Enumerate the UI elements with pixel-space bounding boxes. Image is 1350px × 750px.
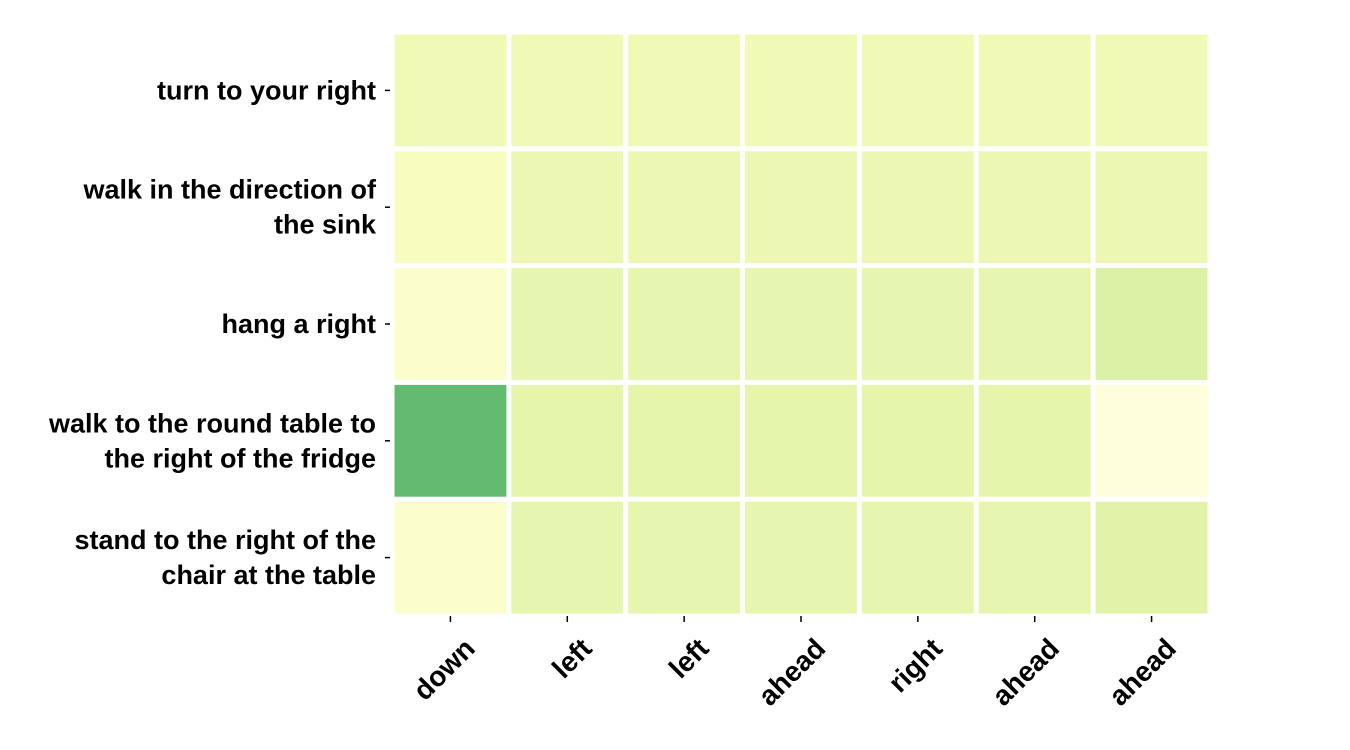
heatmap-cell (394, 151, 507, 264)
heatmap-cell (745, 268, 857, 380)
x-tick-label: right (882, 632, 948, 698)
heatmap-cell (978, 384, 1091, 497)
heatmap-cell (978, 34, 1091, 147)
y-tick-label: walk to the round table to (48, 408, 376, 438)
heatmap-cell (745, 151, 857, 264)
x-tick-label: ahead (1103, 632, 1182, 711)
y-tick-label: hang a right (222, 309, 377, 339)
y-tick-label: walk in the direction of (82, 175, 377, 205)
heatmap-cells (394, 34, 1208, 614)
x-tick-label: ahead (986, 632, 1065, 711)
heatmap-cell (861, 34, 974, 147)
y-tick-label: chair at the table (161, 560, 376, 590)
x-tick-label: ahead (752, 632, 831, 711)
heatmap-cell (861, 268, 974, 380)
heatmap-cell (511, 151, 624, 264)
x-tick-label: down (407, 632, 481, 706)
heatmap-cell (394, 384, 507, 497)
heatmap-cell (861, 151, 974, 264)
y-tick-label: the right of the fridge (105, 443, 376, 473)
heatmap-cell (861, 501, 974, 614)
heatmap-cell (745, 501, 857, 614)
heatmap-cell (628, 151, 741, 264)
row-labels: turn to your right walk in the direction … (48, 75, 390, 590)
y-tick-label: turn to your right (157, 75, 376, 105)
heatmap-cell (511, 34, 624, 147)
heatmap-cell (628, 268, 741, 380)
x-tick-label: left (546, 632, 598, 684)
heatmap-cell (394, 268, 507, 380)
heatmap-cell (1095, 384, 1208, 497)
heatmap-cell (628, 501, 741, 614)
heatmap-cell (978, 151, 1091, 264)
heatmap-cell (628, 384, 741, 497)
x-tick-label: left (663, 632, 715, 684)
heatmap-cell (745, 384, 857, 497)
heatmap-cell (1095, 501, 1208, 614)
heatmap-cell (1095, 151, 1208, 264)
heatmap-cell (511, 384, 624, 497)
column-labels: down left left ahead right ahead ahead (407, 616, 1182, 712)
heatmap-cell (394, 501, 507, 614)
heatmap-cell (1095, 34, 1208, 147)
heatmap-cell (628, 34, 741, 147)
y-tick-label: stand to the right of the (75, 525, 376, 555)
y-tick-label: the sink (274, 210, 377, 240)
heatmap-cell (745, 34, 857, 147)
heatmap-cell (978, 501, 1091, 614)
heatmap-cell (511, 268, 624, 380)
heatmap-cell (511, 501, 624, 614)
heatmap-cell (394, 34, 507, 147)
heatmap-cell (1095, 268, 1208, 380)
heatmap-cell (978, 268, 1091, 380)
heatmap-cell (861, 384, 974, 497)
